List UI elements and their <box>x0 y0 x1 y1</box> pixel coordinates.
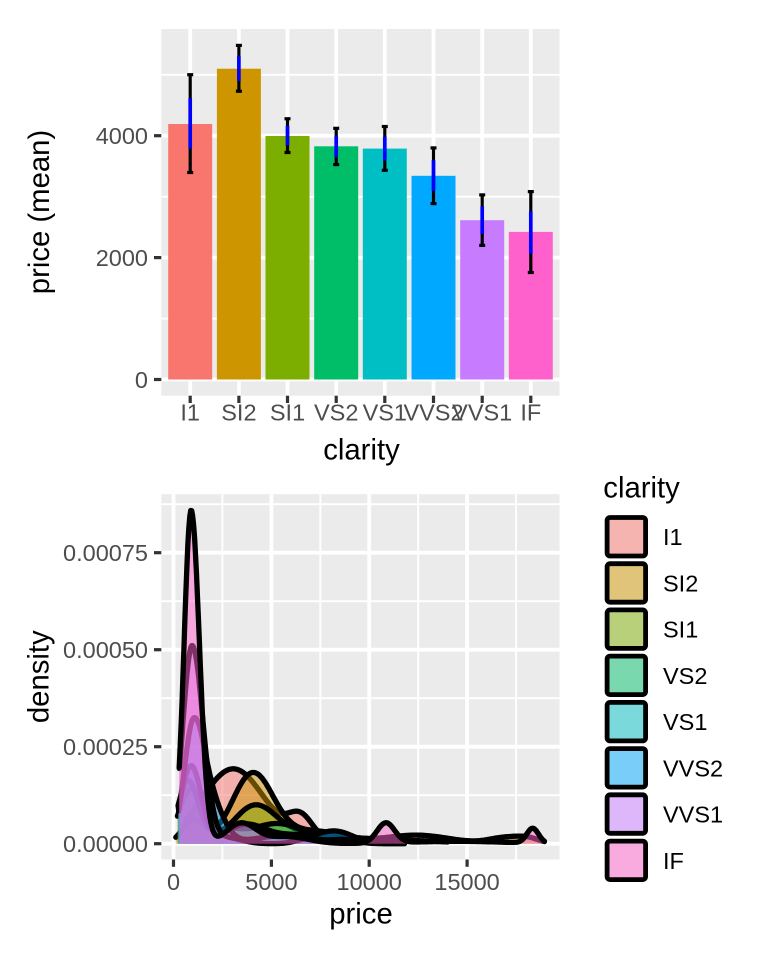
svg-text:SI1: SI1 <box>663 617 698 643</box>
svg-text:VVS1: VVS1 <box>452 400 512 426</box>
svg-text:density: density <box>23 630 56 723</box>
svg-text:clarity: clarity <box>603 472 680 505</box>
svg-text:15000: 15000 <box>434 869 499 895</box>
svg-text:I1: I1 <box>663 524 683 550</box>
svg-text:IF: IF <box>663 848 684 874</box>
svg-text:clarity: clarity <box>323 434 400 467</box>
svg-text:VVS1: VVS1 <box>663 802 723 828</box>
svg-text:0: 0 <box>135 367 148 393</box>
svg-text:0.00075: 0.00075 <box>63 540 148 566</box>
svg-text:0.00050: 0.00050 <box>63 637 148 663</box>
svg-text:2000: 2000 <box>96 245 148 271</box>
svg-text:VVS2: VVS2 <box>663 755 723 781</box>
svg-text:SI2: SI2 <box>663 570 698 596</box>
svg-text:I1: I1 <box>180 400 200 426</box>
svg-text:4000: 4000 <box>96 123 148 149</box>
svg-text:VS1: VS1 <box>363 400 407 426</box>
svg-text:price: price <box>329 898 393 931</box>
svg-text:5000: 5000 <box>245 869 297 895</box>
svg-text:IF: IF <box>520 400 541 426</box>
svg-text:VS1: VS1 <box>663 709 707 735</box>
svg-text:VVS2: VVS2 <box>403 400 463 426</box>
svg-text:price (mean): price (mean) <box>23 130 56 294</box>
svg-text:10000: 10000 <box>337 869 402 895</box>
svg-text:0: 0 <box>167 869 180 895</box>
svg-text:SI1: SI1 <box>270 400 305 426</box>
svg-text:VS2: VS2 <box>314 400 358 426</box>
svg-text:SI2: SI2 <box>221 400 256 426</box>
svg-text:0.00000: 0.00000 <box>63 831 148 857</box>
svg-text:0.00025: 0.00025 <box>63 734 148 760</box>
svg-text:VS2: VS2 <box>663 663 707 689</box>
